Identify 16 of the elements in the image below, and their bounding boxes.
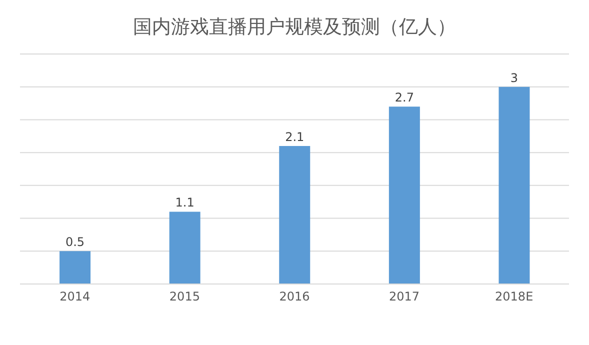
- x-tick-label: 2018E: [495, 290, 534, 304]
- bar: [279, 146, 310, 284]
- chart-title: 国内游戏直播用户规模及预测（亿人）: [132, 15, 457, 40]
- x-tick-label: 2015: [169, 290, 200, 304]
- data-label: 0.5: [65, 235, 85, 250]
- bar: [498, 86, 530, 284]
- data-label: 3: [510, 70, 518, 85]
- bar: [60, 251, 91, 284]
- data-label: 2.7: [394, 90, 414, 105]
- data-label: 2.1: [285, 130, 304, 144]
- x-tick-label: 2016: [279, 290, 310, 304]
- bar: [388, 106, 420, 284]
- x-tick-label: 2017: [389, 290, 420, 304]
- bar: [169, 212, 200, 284]
- data-label: 1.1: [175, 196, 194, 210]
- x-tick-label: 2014: [60, 290, 90, 304]
